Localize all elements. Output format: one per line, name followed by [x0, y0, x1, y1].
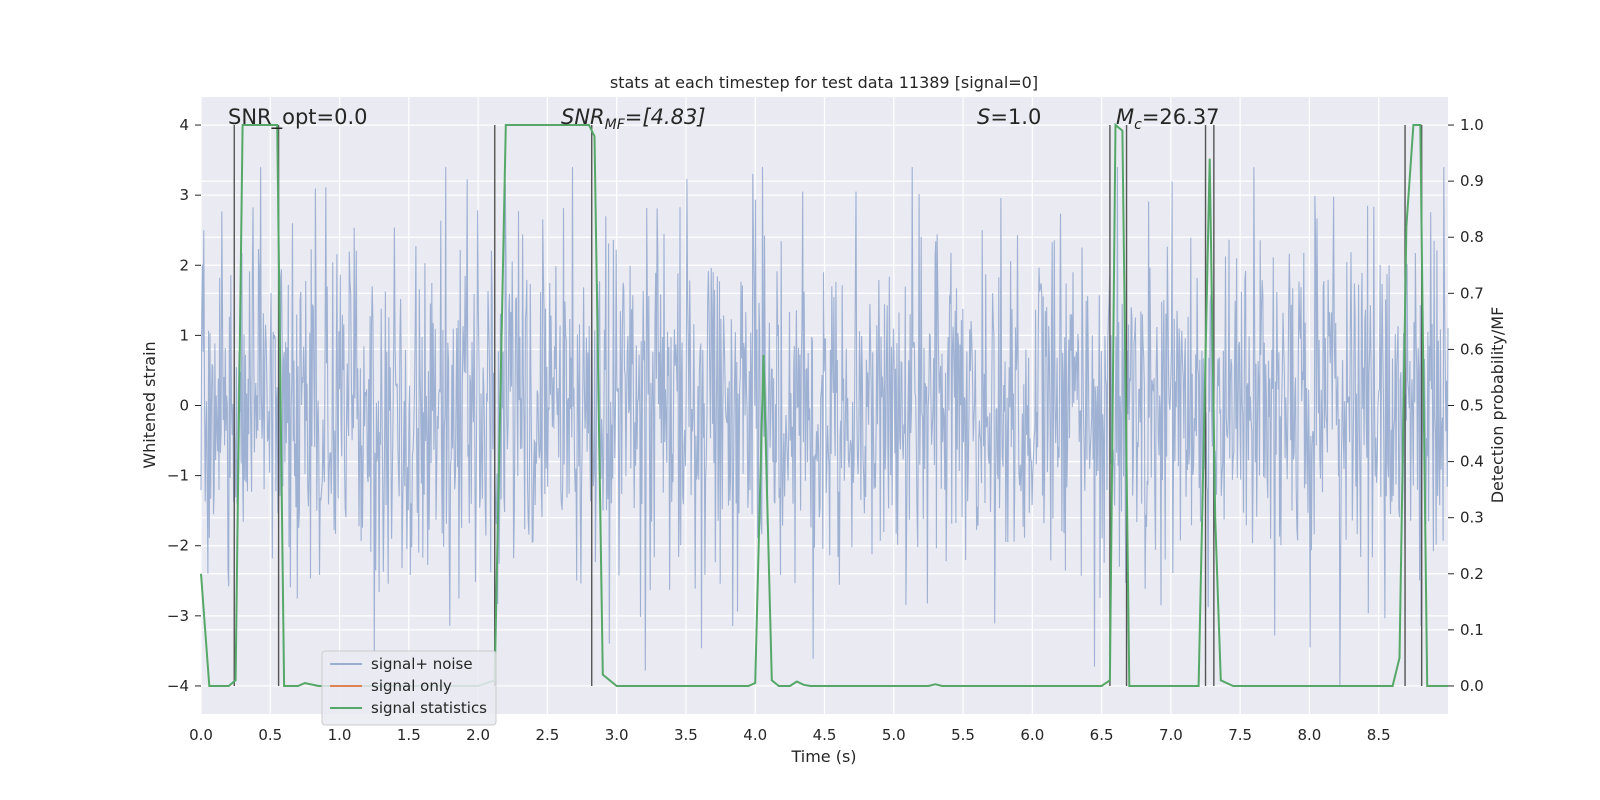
legend: signal+ noise signal only signal statist… — [321, 650, 497, 726]
right-tick-label-7: 0.3 — [1460, 509, 1484, 527]
x-tick-label-17: 8.5 — [1367, 726, 1391, 744]
x-tick-label-0: 0.0 — [189, 726, 213, 744]
right-axis-ticks: 1.0 0.9 0.8 0.7 0.6 0.5 0.4 0.3 0.2 0.1 0.0 — [1448, 116, 1484, 695]
left-tick-label-5: −1 — [167, 467, 189, 485]
right-tick-label-10: 0.0 — [1460, 677, 1484, 695]
right-tick-label-6: 0.4 — [1460, 453, 1484, 471]
x-tick-label-13: 6.5 — [1090, 726, 1114, 744]
legend-label-signal-statistics: signal statistics — [371, 699, 487, 717]
right-tick-label-1: 0.9 — [1460, 172, 1484, 190]
annotation-snr-opt: SNR_opt=0.0 — [228, 105, 368, 130]
annotation-mc-sub: c — [1134, 117, 1142, 133]
x-tick-label-14: 7.0 — [1159, 726, 1183, 744]
x-tick-label-2: 1.0 — [328, 726, 352, 744]
right-tick-label-0: 1.0 — [1460, 116, 1484, 134]
left-tick-label-3: 1 — [179, 326, 189, 344]
x-tick-label-15: 7.5 — [1228, 726, 1252, 744]
right-tick-label-5: 0.5 — [1460, 397, 1484, 415]
x-tick-label-4: 2.0 — [466, 726, 490, 744]
right-tick-label-2: 0.8 — [1460, 228, 1484, 246]
annotation-s-main: S — [977, 105, 990, 129]
left-tick-label-7: −3 — [167, 607, 189, 625]
x-tick-label-7: 3.5 — [674, 726, 698, 744]
annotation-snr-mf: SNRMF=[4.83] — [561, 105, 706, 133]
x-tick-label-16: 8.0 — [1298, 726, 1322, 744]
left-tick-label-6: −2 — [167, 537, 189, 555]
left-tick-label-1: 3 — [179, 186, 189, 204]
annotation-mc: Mc=26.37 — [1116, 105, 1220, 133]
annotations: SNR_opt=0.0 SNRMF=[4.83] S=1.0 Mc=26.37 — [228, 105, 1220, 133]
annotation-snr-mf-sub: MF — [605, 117, 626, 133]
annotation-mc-rest: =26.37 — [1142, 105, 1220, 129]
x-tick-label-1: 0.5 — [258, 726, 282, 744]
chart-title: stats at each timestep for test data 113… — [610, 73, 1038, 92]
x-tick-label-6: 3.0 — [605, 726, 629, 744]
left-axis-title: Whitened strain — [140, 341, 159, 468]
x-axis-title: Time (s) — [790, 747, 856, 766]
x-tick-label-11: 5.5 — [951, 726, 975, 744]
x-tick-label-8: 4.0 — [743, 726, 767, 744]
x-tick-label-3: 1.5 — [397, 726, 421, 744]
left-tick-label-0: 4 — [179, 116, 189, 134]
x-tick-label-9: 4.5 — [813, 726, 837, 744]
x-tick-label-5: 2.5 — [535, 726, 559, 744]
signal-statistics-line — [200, 122, 1448, 687]
right-tick-label-4: 0.6 — [1460, 340, 1484, 358]
annotation-s-rest: =1.0 — [990, 105, 1041, 129]
x-tick-label-10: 5.0 — [882, 726, 906, 744]
legend-label-signal-noise: signal+ noise — [371, 655, 473, 673]
signal-noise-line — [200, 167, 1449, 687]
legend-box — [321, 650, 497, 726]
signal-statistics-series — [200, 122, 1448, 687]
right-tick-label-8: 0.2 — [1460, 565, 1484, 583]
annotation-snr-mf-rest: =[4.83] — [625, 105, 706, 129]
right-axis-title: Detection probability/MF — [1488, 307, 1507, 504]
annotation-s: S=1.0 — [977, 105, 1041, 129]
x-axis-ticks: 0.0 0.5 1.0 1.5 2.0 2.5 3.0 3.5 4.0 4.5 5.0 5.5 6.0 6… — [189, 726, 1391, 744]
signal-noise-series — [200, 167, 1449, 687]
left-tick-label-8: −4 — [167, 677, 189, 695]
right-tick-label-3: 0.7 — [1460, 284, 1484, 302]
annotation-mc-main: M — [1116, 105, 1134, 129]
left-axis-ticks: 4 3 2 1 0 −1 −2 −3 −4 — [167, 116, 201, 695]
annotation-snr-mf-main: SNR — [561, 105, 605, 129]
x-tick-label-12: 6.0 — [1020, 726, 1044, 744]
legend-label-signal-only: signal only — [371, 677, 452, 695]
right-tick-label-9: 0.1 — [1460, 621, 1484, 639]
left-tick-label-4: 0 — [179, 397, 189, 415]
left-tick-label-2: 2 — [179, 256, 189, 274]
